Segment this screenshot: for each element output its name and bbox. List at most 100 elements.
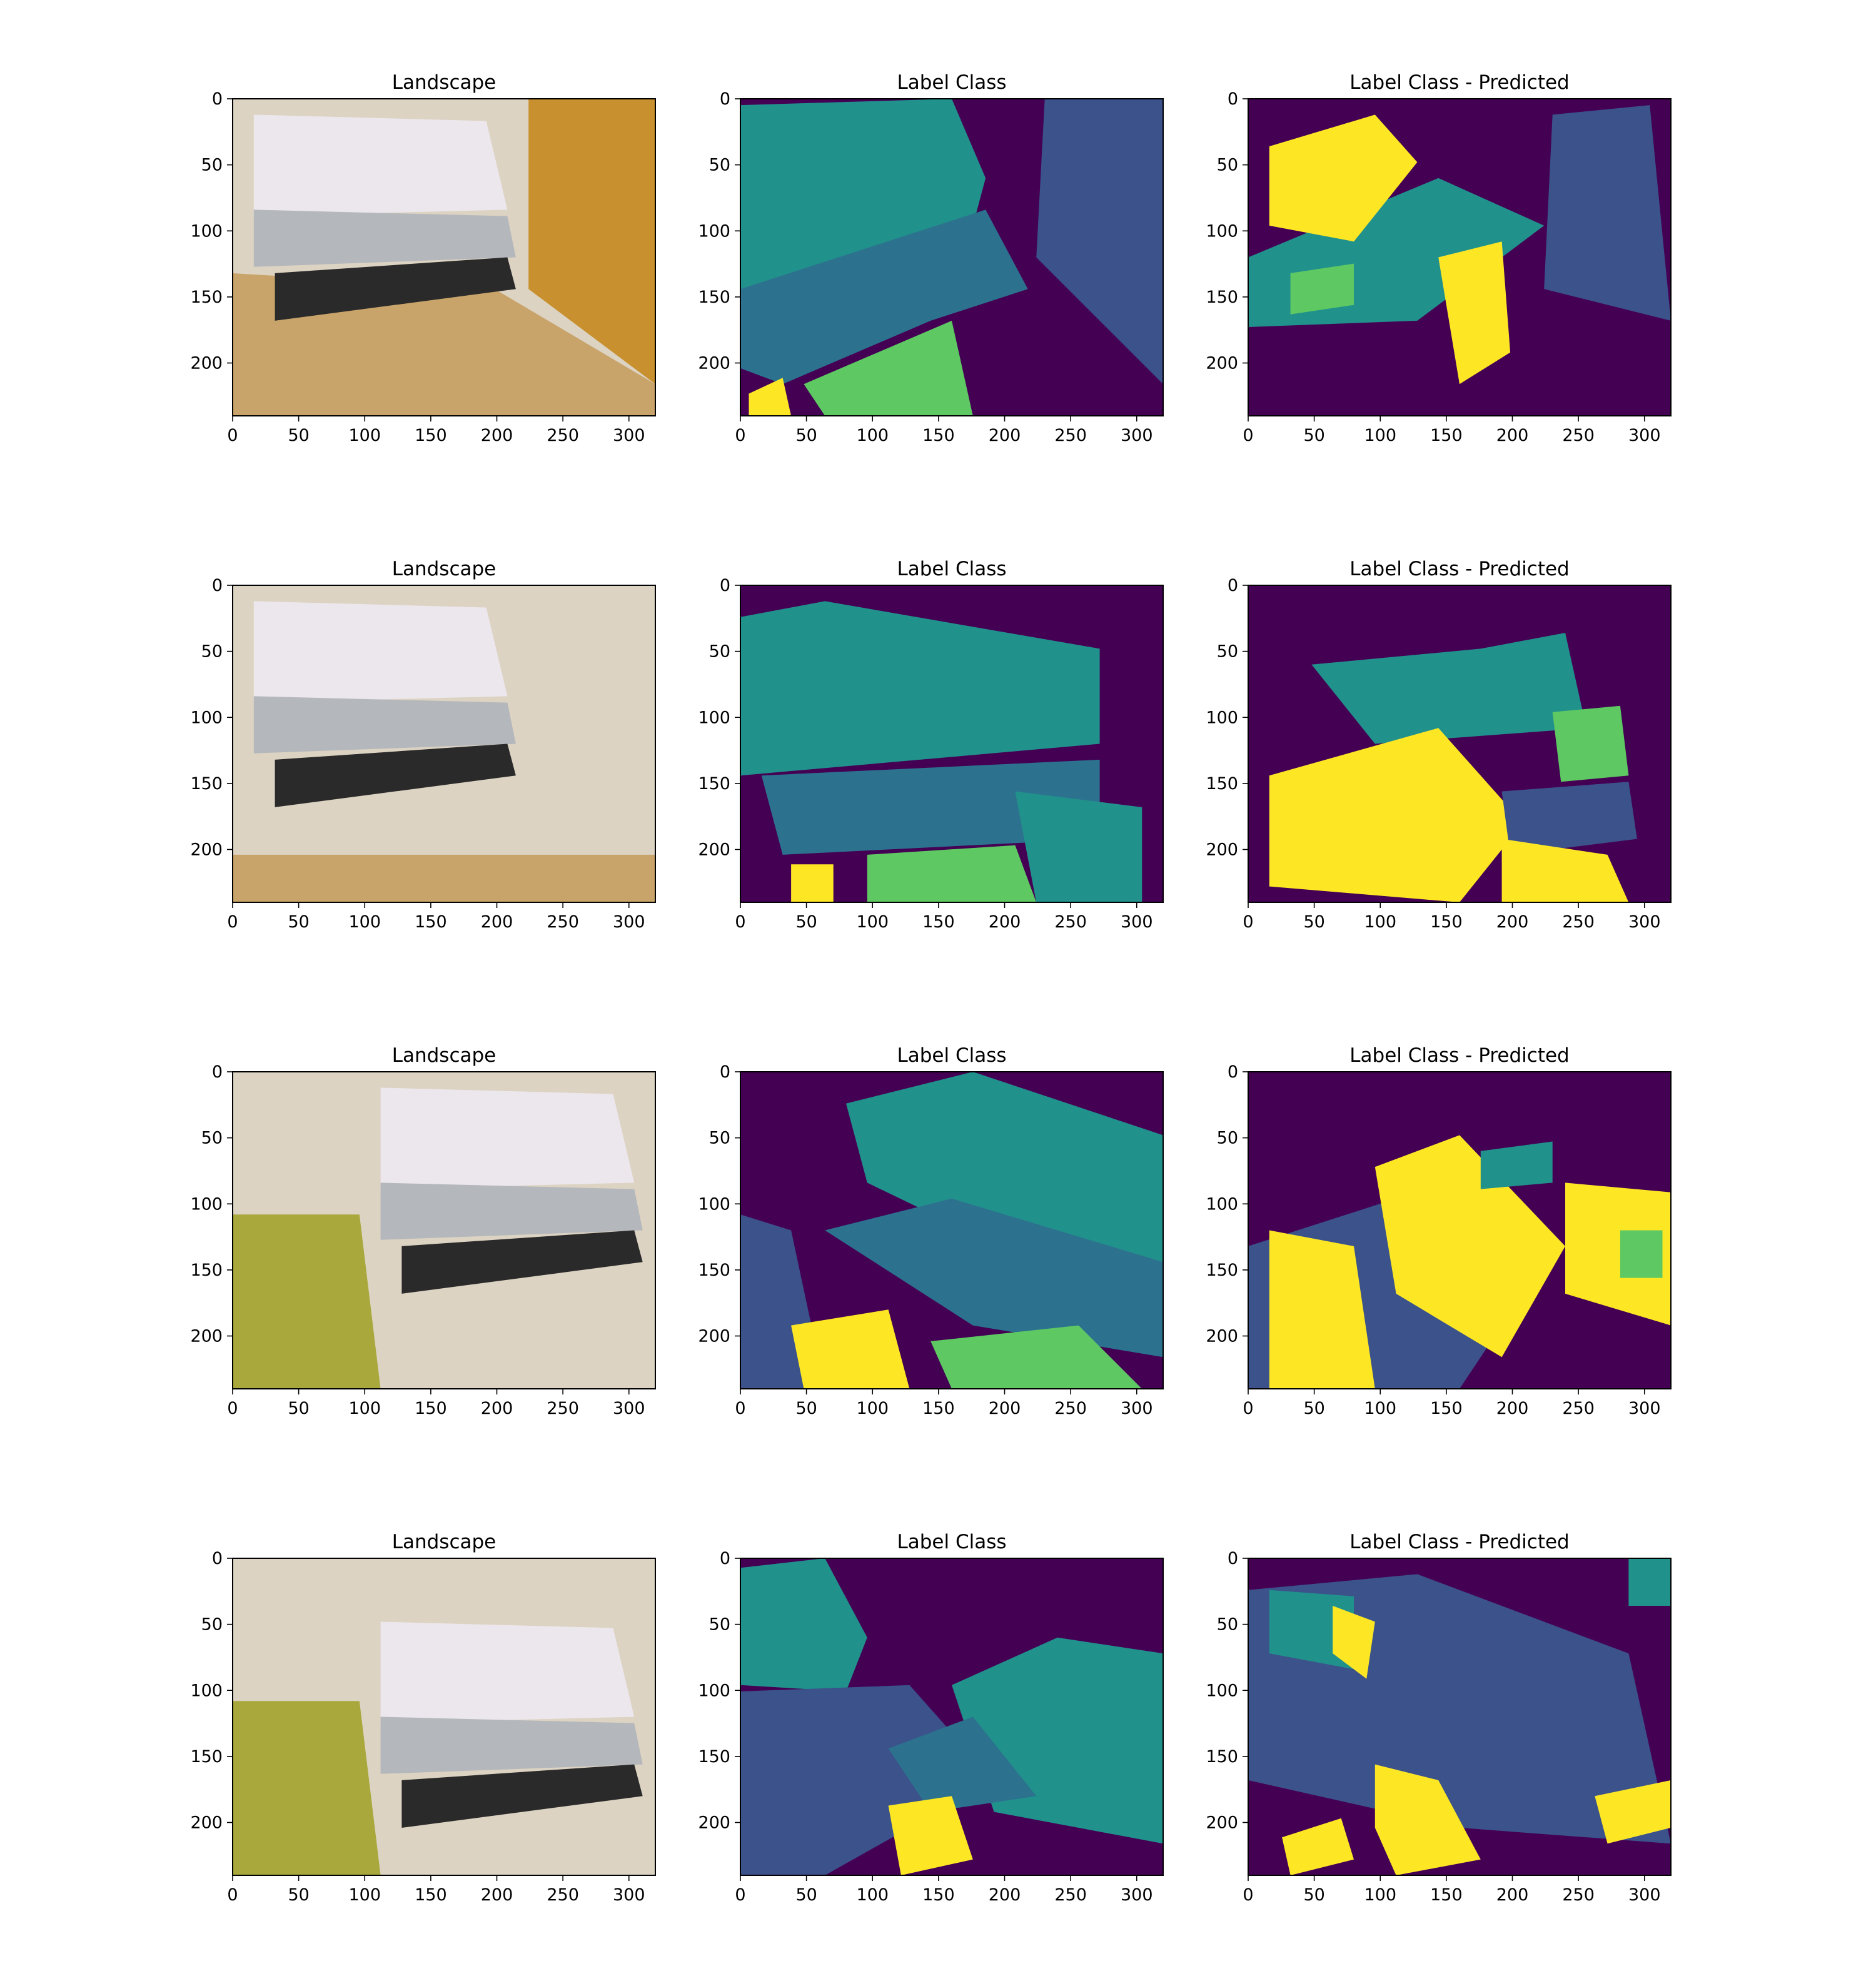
x-tick-label: 0 bbox=[1243, 1399, 1253, 1418]
label-region bbox=[791, 1309, 910, 1389]
panel-r1-c3: Label Class - Predicted 0 50 100 150 200 250 30… bbox=[1206, 71, 1672, 445]
y-tick-label: 150 bbox=[1206, 774, 1238, 794]
axes-frame bbox=[740, 585, 1164, 903]
x-tick-label: 250 bbox=[547, 1399, 579, 1418]
x-tick-label: 0 bbox=[735, 1399, 745, 1418]
y-tick-label: 200 bbox=[698, 354, 730, 373]
panel-title: Landscape bbox=[392, 1044, 497, 1067]
x-tick-label: 200 bbox=[481, 1399, 513, 1418]
y-tick-label: 200 bbox=[190, 1813, 223, 1833]
x-tick-label: 50 bbox=[1303, 426, 1324, 445]
y-tick-label: 200 bbox=[698, 840, 730, 860]
sofa-region bbox=[233, 1701, 381, 1875]
y-tick-label: 150 bbox=[1206, 1747, 1238, 1767]
y-tick-label: 200 bbox=[1206, 1327, 1238, 1346]
x-tick-label: 300 bbox=[1121, 1885, 1153, 1905]
y-tick-label: 150 bbox=[1206, 1261, 1238, 1280]
x-tick-label: 100 bbox=[856, 912, 889, 932]
panel-title: Label Class - Predicted bbox=[1349, 1531, 1569, 1553]
axes-frame bbox=[740, 1558, 1164, 1876]
y-tick-label: 200 bbox=[190, 1327, 223, 1346]
pillow-region bbox=[253, 114, 508, 216]
x-tick-label: 50 bbox=[288, 1399, 309, 1418]
x-tick-label: 0 bbox=[735, 426, 745, 445]
x-tick-label: 100 bbox=[1364, 912, 1396, 932]
x-tick-label: 100 bbox=[348, 1885, 381, 1905]
x-tick-label: 200 bbox=[1496, 1885, 1529, 1905]
panel-image bbox=[1248, 99, 1671, 416]
y-tick-label: 100 bbox=[1206, 1681, 1238, 1700]
panel-title: Label Class bbox=[897, 558, 1006, 580]
panel-image bbox=[740, 99, 1163, 416]
y-tick-label: 150 bbox=[698, 774, 730, 794]
label-region bbox=[888, 1716, 1037, 1812]
panel-image bbox=[1248, 585, 1671, 902]
axes-frame bbox=[740, 1071, 1164, 1389]
x-tick-label: 100 bbox=[348, 426, 381, 445]
x-tick-label: 300 bbox=[1121, 426, 1153, 445]
panel-image bbox=[233, 1072, 655, 1389]
y-tick-label: 150 bbox=[190, 288, 223, 307]
x-tick-label: 50 bbox=[795, 1885, 817, 1905]
label-region bbox=[761, 759, 1100, 855]
label-region bbox=[740, 601, 1100, 776]
y-tick-label: 50 bbox=[201, 156, 223, 175]
panel-title: Landscape bbox=[392, 71, 497, 94]
prediction-region bbox=[1269, 1230, 1375, 1389]
y-tick-label: 50 bbox=[1217, 1615, 1238, 1635]
x-tick-label: 100 bbox=[856, 1885, 889, 1905]
x-tick-label: 200 bbox=[1496, 426, 1529, 445]
x-tick-label: 50 bbox=[288, 426, 309, 445]
axes-frame bbox=[1248, 1071, 1672, 1389]
pillow-region bbox=[380, 1087, 635, 1189]
pillow-region bbox=[253, 601, 508, 703]
y-tick-label: 200 bbox=[1206, 1813, 1238, 1833]
cushion-region bbox=[380, 1182, 643, 1240]
axes-frame bbox=[1248, 585, 1672, 903]
y-tick-label: 200 bbox=[1206, 354, 1238, 373]
x-tick-label: 100 bbox=[1364, 1399, 1396, 1418]
label-region bbox=[740, 209, 1028, 385]
panel-r3-c3: Label Class - Predicted 0 50 100 150 200 250 30… bbox=[1206, 1044, 1672, 1418]
x-tick-label: 0 bbox=[735, 912, 745, 932]
panel-image bbox=[740, 1558, 1163, 1875]
y-tick-label: 200 bbox=[698, 1327, 730, 1346]
y-tick-label: 50 bbox=[1217, 156, 1238, 175]
prediction-region bbox=[1565, 1182, 1671, 1326]
floor-region bbox=[233, 854, 655, 902]
y-tick-label: 0 bbox=[212, 89, 223, 109]
x-tick-label: 300 bbox=[1121, 912, 1153, 932]
y-tick-label: 100 bbox=[190, 1194, 223, 1214]
prediction-region bbox=[1290, 263, 1354, 315]
y-tick-label: 50 bbox=[201, 1615, 223, 1635]
cabinet-region bbox=[528, 99, 655, 385]
y-tick-label: 200 bbox=[190, 354, 223, 373]
x-tick-label: 300 bbox=[1121, 1399, 1153, 1418]
x-tick-label: 200 bbox=[989, 1399, 1021, 1418]
x-tick-label: 150 bbox=[1430, 912, 1463, 932]
prediction-region bbox=[1438, 241, 1511, 385]
y-tick-label: 100 bbox=[698, 1194, 730, 1214]
x-tick-label: 0 bbox=[227, 1885, 238, 1905]
label-region bbox=[1036, 99, 1163, 385]
y-tick-label: 150 bbox=[698, 1261, 730, 1280]
x-tick-label: 100 bbox=[856, 426, 889, 445]
y-tick-label: 0 bbox=[720, 1549, 730, 1568]
prediction-region bbox=[1374, 1135, 1565, 1358]
panel-r1-c2: Label Class 0 50 100 150 200 250 300 0 50 100 150 20… bbox=[698, 71, 1164, 445]
x-tick-label: 150 bbox=[415, 912, 447, 932]
panel-image bbox=[740, 585, 1163, 902]
x-tick-label: 300 bbox=[1628, 1399, 1661, 1418]
x-tick-label: 0 bbox=[227, 426, 238, 445]
axes-frame bbox=[232, 1071, 656, 1389]
x-tick-label: 150 bbox=[415, 1399, 447, 1418]
x-tick-label: 300 bbox=[613, 426, 645, 445]
y-tick-label: 0 bbox=[720, 1062, 730, 1082]
y-tick-label: 150 bbox=[190, 774, 223, 794]
panel-r3-c2: Label Class 0 50 100 150 200 250 300 0 50 100 150 20… bbox=[698, 1044, 1164, 1418]
prediction-region bbox=[1544, 105, 1671, 321]
x-tick-label: 0 bbox=[1243, 912, 1253, 932]
x-tick-label: 250 bbox=[1562, 1399, 1595, 1418]
panel-r4-c1: Landscape 0 50 100 150 200 250 300 0 50 100 150 200 bbox=[190, 1531, 656, 1905]
